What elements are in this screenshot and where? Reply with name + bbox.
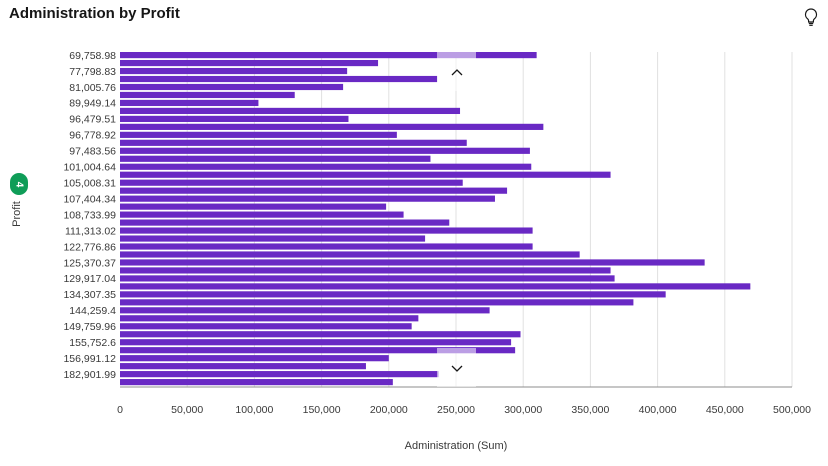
x-tick-labels: 0 50,000 100,000 150,000 200,000 250,000 300,0… xyxy=(117,404,811,416)
bar[interactable] xyxy=(120,227,533,234)
bar[interactable] xyxy=(120,347,516,354)
x-tick-label: 200,000 xyxy=(370,404,408,416)
chart-title: Administration by Profit xyxy=(9,5,180,22)
y-tick-label: 155,752.6 xyxy=(69,337,116,349)
y-tick-label: 134,307.35 xyxy=(63,289,116,301)
bar[interactable] xyxy=(120,291,666,298)
bar[interactable] xyxy=(120,179,463,186)
x-tick-label: 300,000 xyxy=(504,404,542,416)
y-tick-label: 144,259.4 xyxy=(69,305,116,317)
bar[interactable] xyxy=(120,323,412,330)
filter-count-badge[interactable]: 4 xyxy=(10,173,28,195)
y-tick-label: 129,917.04 xyxy=(63,273,116,285)
bar[interactable] xyxy=(120,91,295,99)
x-tick-label: 350,000 xyxy=(571,404,609,416)
bar[interactable] xyxy=(120,307,490,314)
bar[interactable] xyxy=(120,52,537,59)
bar[interactable] xyxy=(120,147,530,154)
x-tick-label: 500,000 xyxy=(773,404,811,416)
bar[interactable] xyxy=(120,107,461,115)
y-tick-label: 107,404.34 xyxy=(63,193,116,205)
y-tick-label: 89,949.14 xyxy=(69,98,116,110)
y-tick-label: 156,991.12 xyxy=(63,353,116,365)
x-axis-title: Administration (Sum) xyxy=(404,440,508,452)
bar[interactable] xyxy=(120,251,580,258)
bar[interactable] xyxy=(120,355,389,362)
bar[interactable] xyxy=(120,235,426,242)
bar[interactable] xyxy=(120,299,634,306)
bar[interactable] xyxy=(120,187,508,194)
chevron-up-icon xyxy=(451,69,463,76)
bar[interactable] xyxy=(120,267,611,274)
bar[interactable] xyxy=(120,131,397,138)
bar[interactable] xyxy=(120,211,404,218)
y-tick-label: 81,005.76 xyxy=(69,82,116,94)
bar[interactable] xyxy=(120,115,349,122)
scroll-up-button[interactable] xyxy=(437,52,476,91)
y-tick-label: 77,798.83 xyxy=(69,66,116,78)
bar[interactable] xyxy=(120,315,419,322)
bars xyxy=(120,52,751,386)
bar[interactable] xyxy=(120,59,379,67)
bar[interactable] xyxy=(120,259,705,266)
bar[interactable] xyxy=(120,203,387,210)
y-tick-label: 149,759.96 xyxy=(63,321,116,333)
x-tick-label: 50,000 xyxy=(171,404,203,416)
y-tick-label: 96,778.92 xyxy=(69,130,116,142)
bar[interactable] xyxy=(120,195,495,202)
bar[interactable] xyxy=(120,83,344,91)
x-tick-label: 100,000 xyxy=(235,404,273,416)
y-tick-label: 125,370.37 xyxy=(63,257,116,269)
bar[interactable] xyxy=(120,155,431,162)
y-tick-label: 105,008.31 xyxy=(63,178,116,190)
bar[interactable] xyxy=(120,219,450,226)
y-tick-label: 182,901.99 xyxy=(63,369,116,381)
x-tick-label: 450,000 xyxy=(706,404,744,416)
bar[interactable] xyxy=(120,139,467,146)
lightbulb-icon[interactable] xyxy=(800,6,822,28)
bar[interactable] xyxy=(120,371,439,378)
bar[interactable] xyxy=(120,283,751,290)
scroll-down-button[interactable] xyxy=(437,348,476,387)
bar[interactable] xyxy=(120,171,611,178)
y-tick-label: 111,313.02 xyxy=(65,225,116,237)
y-tick-label: 69,758.98 xyxy=(69,50,116,62)
bar[interactable] xyxy=(120,243,533,250)
y-tick-label: 96,479.51 xyxy=(69,114,116,126)
bar[interactable] xyxy=(120,331,521,338)
y-tick-labels: 69,758.98 77,798.83 81,005.76 89,949.14 96,4… xyxy=(63,50,116,381)
x-tick-label: 400,000 xyxy=(639,404,677,416)
bar[interactable] xyxy=(120,67,348,75)
y-tick-label: 97,483.56 xyxy=(69,146,116,158)
chevron-down-icon xyxy=(451,365,463,372)
x-tick-label: 250,000 xyxy=(437,404,475,416)
y-tick-label: 101,004.64 xyxy=(63,162,116,174)
bar[interactable] xyxy=(120,99,259,107)
y-tick-label: 108,733.99 xyxy=(63,209,116,221)
bar[interactable] xyxy=(120,75,438,83)
x-tick-label: 150,000 xyxy=(303,404,341,416)
bar[interactable] xyxy=(120,163,532,170)
bar[interactable] xyxy=(120,123,544,130)
bar[interactable] xyxy=(120,363,366,370)
bar[interactable] xyxy=(120,379,393,386)
x-tick-label: 0 xyxy=(117,404,123,416)
bar[interactable] xyxy=(120,339,512,346)
bar[interactable] xyxy=(120,275,615,282)
y-tick-label: 122,776.86 xyxy=(63,241,116,253)
scroll-controls xyxy=(437,52,476,387)
